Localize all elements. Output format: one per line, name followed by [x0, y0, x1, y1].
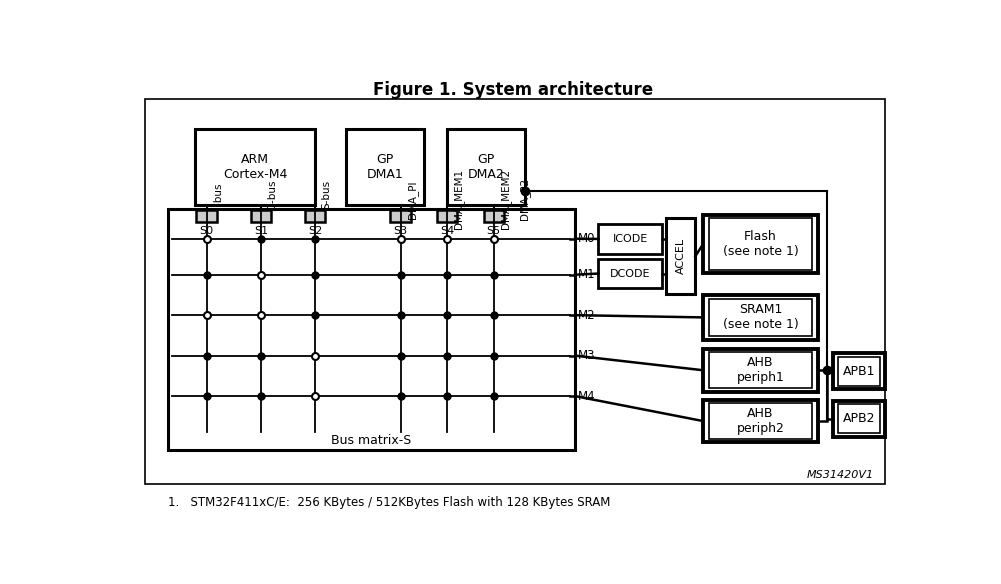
Bar — [599, 259, 662, 288]
Bar — [599, 224, 662, 253]
Text: ARM
Cortex-M4: ARM Cortex-M4 — [223, 153, 287, 181]
Text: Flash
(see note 1): Flash (see note 1) — [723, 230, 799, 258]
Bar — [483, 210, 504, 221]
Bar — [838, 356, 880, 386]
Bar — [195, 128, 315, 205]
Text: DCODE: DCODE — [610, 269, 651, 279]
Text: D-bus: D-bus — [267, 180, 277, 210]
Text: DMA_MEM1: DMA_MEM1 — [453, 169, 464, 230]
Text: DMA_P2: DMA_P2 — [520, 178, 531, 220]
Bar — [710, 298, 812, 336]
Bar — [710, 404, 812, 439]
Text: S3: S3 — [393, 225, 407, 235]
Text: S5: S5 — [486, 225, 500, 235]
Text: Bus matrix-S: Bus matrix-S — [331, 434, 411, 447]
Bar — [833, 353, 885, 390]
Bar — [346, 128, 423, 205]
Bar — [196, 210, 216, 221]
Bar — [710, 218, 812, 270]
Text: S-bus: S-bus — [321, 180, 331, 210]
Text: ICODE: ICODE — [613, 234, 648, 244]
Text: GP
DMA2: GP DMA2 — [467, 153, 505, 181]
Text: ACCEL: ACCEL — [676, 238, 686, 274]
Text: M1: M1 — [579, 268, 596, 281]
Bar — [437, 210, 457, 221]
Text: S4: S4 — [440, 225, 454, 235]
Text: M4: M4 — [579, 390, 596, 402]
Bar — [703, 349, 818, 392]
Bar — [666, 218, 696, 294]
Text: MS31420V1: MS31420V1 — [807, 470, 874, 480]
Bar — [251, 210, 271, 221]
Text: M2: M2 — [579, 309, 596, 322]
Text: Figure 1. System architecture: Figure 1. System architecture — [373, 81, 653, 99]
Bar — [168, 210, 575, 450]
Bar — [703, 215, 818, 273]
Text: DMA_MEM2: DMA_MEM2 — [499, 169, 511, 230]
Text: DMA_PI: DMA_PI — [406, 180, 417, 218]
Text: 1.   STM32F411xC/E:  256 KBytes / 512KBytes Flash with 128 KBytes SRAM: 1. STM32F411xC/E: 256 KBytes / 512KBytes… — [168, 496, 611, 509]
Text: M3: M3 — [579, 349, 596, 362]
Bar — [390, 210, 410, 221]
Text: AHB
periph1: AHB periph1 — [737, 356, 785, 384]
Text: I-bus: I-bus — [213, 182, 223, 208]
Bar — [703, 295, 818, 340]
Bar — [838, 404, 880, 433]
Text: SRAM1
(see note 1): SRAM1 (see note 1) — [723, 304, 799, 331]
Bar — [833, 401, 885, 437]
Bar — [710, 353, 812, 388]
Bar — [703, 399, 818, 443]
Bar — [447, 128, 525, 205]
Bar — [144, 99, 885, 484]
Text: M0: M0 — [579, 232, 596, 245]
Text: S0: S0 — [199, 225, 213, 235]
Text: AHB
periph2: AHB periph2 — [737, 407, 785, 435]
Text: S2: S2 — [308, 225, 322, 235]
Text: APB1: APB1 — [843, 365, 875, 378]
Text: S1: S1 — [254, 225, 268, 235]
Text: APB2: APB2 — [843, 412, 875, 425]
Text: GP
DMA1: GP DMA1 — [366, 153, 403, 181]
Bar — [305, 210, 325, 221]
